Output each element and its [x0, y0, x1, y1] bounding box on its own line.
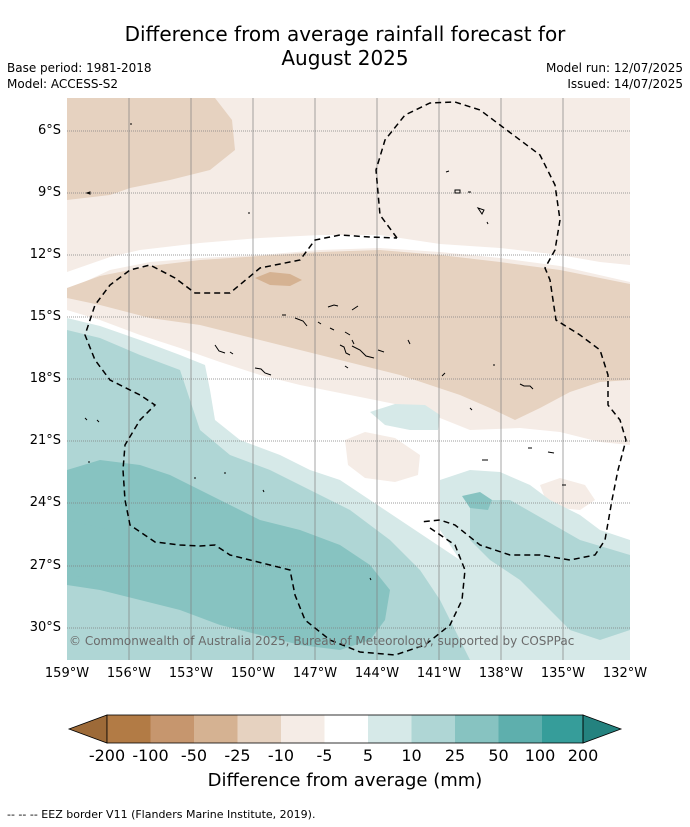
lon-label: 132°W — [602, 666, 648, 681]
model-run: Model run: 12/07/2025 — [545, 61, 683, 75]
island — [445, 170, 450, 173]
island — [369, 577, 372, 581]
lon-label: 150°W — [230, 666, 276, 681]
title-line-2: August 2025 — [281, 46, 409, 70]
lon-label: 141°W — [416, 666, 462, 681]
map-area — [67, 98, 630, 660]
island — [486, 221, 489, 225]
island — [84, 417, 88, 421]
lat-label: 27°S — [29, 558, 61, 573]
island — [351, 345, 375, 359]
colorbar-tick: 200 — [567, 746, 599, 765]
island — [294, 317, 308, 327]
lon-label: 135°W — [540, 666, 586, 681]
colorbar-swatch — [237, 715, 281, 743]
lon-label: 147°W — [292, 666, 338, 681]
lat-label: 21°S — [29, 433, 61, 448]
colorbar-tick: -25 — [224, 746, 251, 765]
colorbar-swatch — [194, 715, 238, 743]
islands — [84, 123, 566, 581]
title-line-1: Difference from average rainfall forecas… — [124, 22, 566, 46]
colorbar-tick: -100 — [132, 746, 169, 765]
island — [214, 344, 226, 354]
lat-label: 15°S — [29, 309, 61, 324]
wet-region-100 — [67, 520, 310, 625]
lat-label: 18°S — [29, 371, 61, 386]
dry-blob-small — [255, 272, 302, 286]
lon-label: 156°W — [106, 666, 152, 681]
colorbar-tick: 10 — [401, 746, 422, 765]
colorbar-tick: 100 — [524, 746, 556, 765]
island — [441, 372, 446, 377]
colorbar-swatch — [150, 715, 194, 743]
eez-legend-footer: -- -- -- EEZ border V11 (Flanders Marine… — [7, 808, 316, 821]
colorbar-swatch — [281, 715, 325, 743]
island — [476, 207, 485, 215]
island — [339, 344, 351, 356]
lon-label: 144°W — [354, 666, 400, 681]
model-name: Model: ACCESS-S2 — [7, 77, 119, 91]
island — [407, 339, 411, 345]
colorbar-tick: 50 — [488, 746, 509, 765]
island — [351, 305, 359, 311]
colorbar — [67, 714, 623, 744]
island — [344, 331, 351, 336]
island — [377, 349, 385, 353]
map-title: Difference from average rainfall forecas… — [0, 22, 690, 70]
colorbar-tick: -5 — [316, 746, 333, 765]
island — [547, 451, 555, 454]
island — [96, 419, 100, 423]
island — [454, 189, 461, 194]
colorbar-outline — [106, 714, 584, 744]
colorbar-extend-high — [582, 714, 623, 744]
issued-date: Issued: 14/07/2025 — [567, 77, 683, 91]
colorbar-title: Difference from average (mm) — [207, 770, 483, 791]
graticule — [67, 98, 630, 660]
colorbar-tick: -50 — [180, 746, 208, 765]
colorbar-tick: -10 — [267, 746, 295, 765]
colorbar-extend-low — [67, 714, 108, 744]
island — [329, 327, 335, 331]
wet-patch-north — [370, 404, 440, 430]
colorbar-tick: 25 — [444, 746, 466, 765]
eez-border — [84, 101, 627, 656]
colorbar-swatch — [411, 715, 455, 743]
island — [317, 321, 322, 325]
island — [519, 383, 534, 390]
lat-label: 9°S — [37, 185, 61, 200]
colorbar-swatch — [542, 715, 583, 743]
colorbar-swatch — [455, 715, 499, 743]
colorbar-swatch — [368, 715, 412, 743]
meta-left: Base period: 1981-2018 Model: ACCESS-S2 — [7, 60, 152, 92]
colorbar-swatch — [498, 715, 542, 743]
dry-band-mid — [67, 98, 235, 200]
island — [85, 191, 91, 195]
copyright-notice: © Commonwealth of Australia 2025, Bureau… — [69, 634, 575, 648]
island — [229, 351, 234, 355]
meta-right: Model run: 12/07/2025 Issued: 14/07/2025 — [546, 60, 683, 92]
base-period: Base period: 1981-2018 — [7, 61, 152, 75]
island — [351, 339, 355, 345]
dry-patch-east — [345, 432, 420, 482]
island — [254, 367, 272, 376]
island — [262, 489, 265, 493]
colorbar-swatch — [324, 715, 368, 743]
lat-label: 6°S — [37, 123, 61, 138]
colorbar-swatch — [107, 715, 151, 743]
colorbar-tick: 5 — [362, 746, 374, 765]
lat-label: 12°S — [29, 247, 61, 262]
colorbar-tick: -200 — [88, 746, 126, 765]
island — [469, 407, 473, 411]
lon-label: 153°W — [168, 666, 214, 681]
island — [327, 304, 339, 308]
lon-label: 138°W — [478, 666, 524, 681]
lon-label: 159°W — [44, 666, 90, 681]
lat-label: 24°S — [29, 495, 61, 510]
lat-label: 30°S — [29, 620, 61, 635]
island — [344, 365, 349, 369]
wet-region-25-east — [470, 500, 630, 640]
wet-patch-small — [462, 492, 492, 510]
wet-region-50 — [67, 460, 390, 650]
